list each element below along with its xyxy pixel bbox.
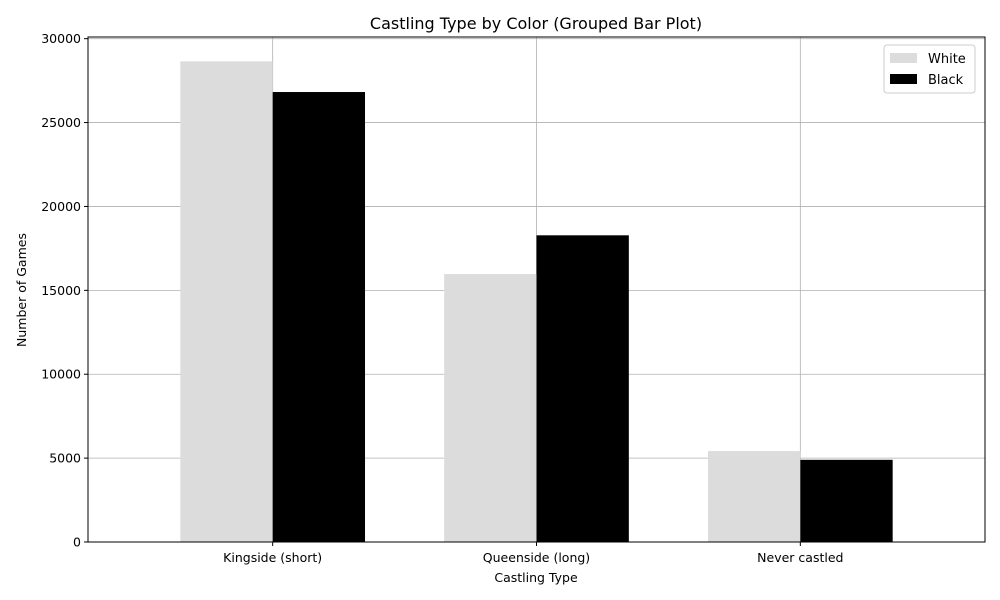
x-tick-label: Kingside (short)	[223, 550, 322, 565]
y-tick-label: 25000	[41, 115, 81, 130]
y-tick-label: 10000	[41, 367, 81, 382]
bar-black-0	[272, 92, 366, 542]
x-axis-label: Castling Type	[494, 570, 578, 585]
bar-white-2	[707, 451, 801, 542]
bars	[180, 61, 893, 543]
y-axis-label: Number of Games	[14, 233, 29, 347]
y-axis: 0 5000 10000 15000 20000 25000 30000	[41, 31, 88, 550]
bar-white-1	[444, 274, 537, 542]
legend-swatch-white	[890, 53, 917, 63]
bar-black-2	[800, 459, 893, 542]
y-tick-label: 20000	[41, 199, 81, 214]
y-tick-label: 0	[73, 535, 81, 550]
chart-title: Castling Type by Color (Grouped Bar Plot…	[370, 14, 702, 33]
legend: White Black	[883, 44, 976, 94]
x-axis: Kingside (short) Queenside (long) Never ca…	[223, 542, 843, 565]
x-tick-label: Queenside (long)	[483, 550, 590, 565]
x-tick-label: Never castled	[757, 550, 843, 565]
legend-label-black: Black	[928, 73, 964, 88]
y-tick-label: 15000	[41, 283, 81, 298]
bar-white-0	[180, 61, 273, 543]
legend-swatch-black	[890, 74, 917, 84]
legend-label-white: White	[928, 52, 966, 67]
y-tick-label: 5000	[49, 451, 81, 466]
y-tick-label: 30000	[41, 31, 81, 46]
bar-black-1	[536, 235, 629, 543]
